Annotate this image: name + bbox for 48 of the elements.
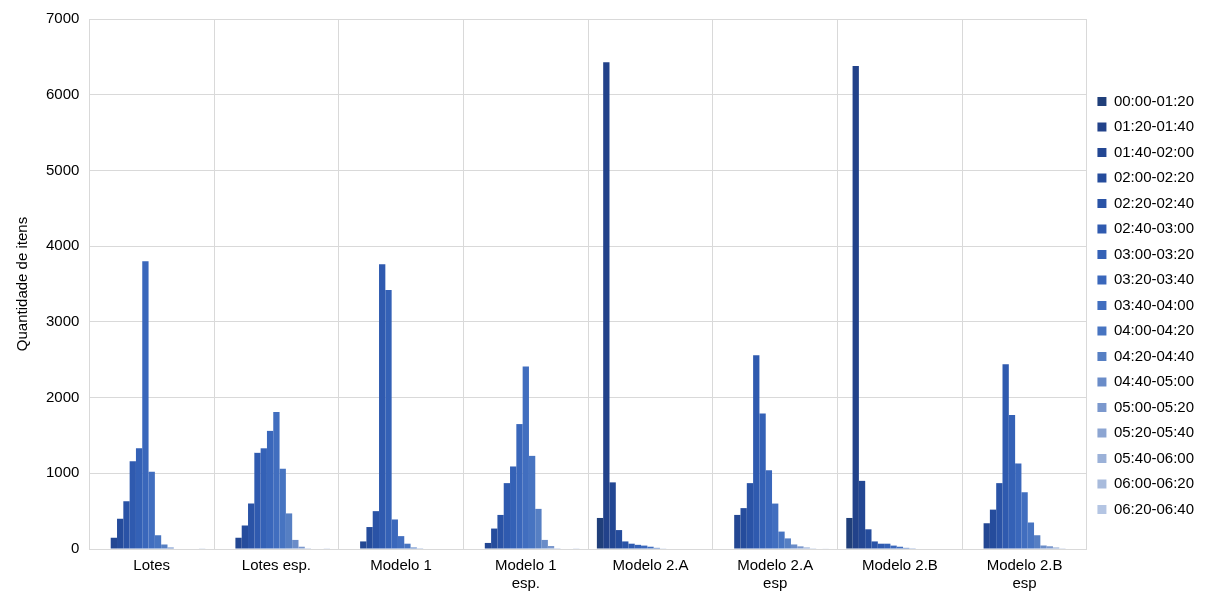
y-tick-label: 2000 — [45, 387, 80, 405]
bar — [161, 544, 168, 549]
bar — [784, 538, 791, 549]
legend-label: 03:20-03:40 — [1113, 270, 1195, 288]
bar — [541, 539, 548, 549]
bar — [285, 513, 293, 549]
y-tick-label: 3000 — [45, 312, 80, 329]
legend-label: 04:00-04:20 — [1113, 321, 1195, 339]
legend-label: 03:00-03:20 — [1113, 244, 1195, 262]
legend-label: 00:00-01:20 — [1113, 91, 1195, 109]
y-tick-label: 6000 — [45, 84, 80, 102]
bar — [1046, 546, 1053, 549]
bar — [790, 544, 798, 549]
y-tick-label: 1000 — [45, 463, 80, 481]
legend-label: 05:40-06:00 — [1113, 448, 1195, 466]
y-tick-label: 5000 — [45, 160, 80, 178]
x-tick-label: Modelo 2.B esp — [986, 556, 1063, 592]
legend-label: 02:00-02:20 — [1113, 168, 1195, 186]
legend-label: 06:00-06:20 — [1113, 474, 1195, 492]
bar — [535, 508, 542, 549]
legend-label: 06:20-06:40 — [1113, 499, 1195, 517]
legend-label: 04:20-04:40 — [1113, 346, 1195, 364]
legend-label: 02:40-03:00 — [1113, 219, 1195, 237]
x-tick-label: Lotes esp. — [241, 556, 312, 574]
y-tick-label: 7000 — [45, 9, 80, 27]
x-tick-label: Modelo 2.A esp — [737, 556, 814, 592]
legend-label: 01:20-01:40 — [1113, 117, 1195, 135]
x-tick-label: Modelo 1 esp. — [494, 556, 557, 592]
x-tick-label: Modelo 2.A — [612, 556, 689, 574]
bar — [292, 539, 299, 549]
legend-label: 05:20-05:40 — [1113, 423, 1195, 441]
legend-label: 04:40-05:00 — [1113, 372, 1195, 390]
y-tick-label: 0 — [71, 539, 80, 557]
bar — [1034, 535, 1041, 549]
bar — [547, 545, 555, 549]
legend-label: 05:00-05:20 — [1113, 397, 1195, 415]
y-axis-title: Quantidade de itens — [13, 216, 31, 352]
bar — [846, 517, 853, 549]
y-tick-label: 4000 — [45, 236, 80, 254]
legend-label: 03:40-04:00 — [1113, 295, 1195, 313]
x-tick-label: Modelo 2.B — [861, 556, 938, 574]
x-tick-label: Modelo 1 — [370, 556, 432, 574]
bar — [1040, 545, 1047, 549]
x-tick-label: Lotes — [133, 556, 171, 574]
legend-label: 01:40-02:00 — [1113, 142, 1195, 160]
bar — [797, 546, 804, 549]
bar — [596, 517, 604, 549]
legend-label: 02:20-02:40 — [1113, 193, 1195, 211]
